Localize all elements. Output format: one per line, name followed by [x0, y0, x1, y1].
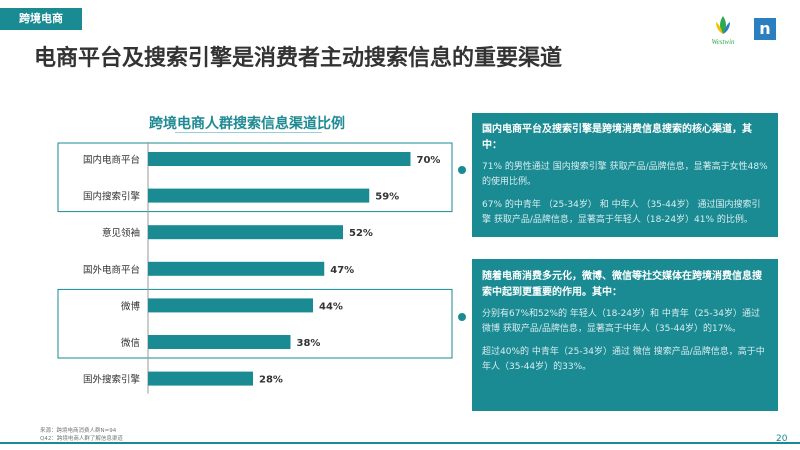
callout-2-paragraph-1: 分别有67%和52%的 年轻人（18-24岁）和 中青年（25-34岁）通过 微… [482, 309, 761, 334]
bar [148, 261, 325, 276]
bar [148, 335, 291, 349]
highlight-group-1 [57, 142, 453, 213]
data-label: 28% [259, 375, 283, 386]
data-label: 59% [375, 192, 399, 203]
callout-box-1: 国内电商平台及搜索引擎是跨境消费信息搜索的核心渠道，其中： 71% 的男性通过 … [472, 113, 778, 237]
category-label: 国内电商平台 [83, 154, 140, 166]
category-label: 国外电商平台 [83, 264, 140, 276]
callout-2-heading: 随着电商消费多元化，微博、微信等社交媒体在跨境消费信息搜索中起到更重要的作用。其… [482, 271, 762, 298]
source-line-2: Q42：跨境电商人群了解信息渠道 [40, 436, 123, 442]
footer-rule [0, 442, 800, 444]
data-label: 47% [330, 265, 354, 276]
category-label: 国内搜索引擎 [83, 191, 141, 203]
callout-1-connector [456, 164, 468, 176]
bar [148, 298, 313, 313]
page-title: 电商平台及搜索引擎是消费者主动搜索信息的重要渠道 [34, 46, 563, 71]
source-note: 来源：跨境电商消费人群N=94 Q42：跨境电商人群了解信息渠道 [40, 427, 123, 443]
callout-2-paragraph-2: 超过40%的 中青年（25-34岁）通过 微信 搜索产品/品牌信息，高于中年人（… [482, 347, 765, 372]
highlight-group-2 [57, 288, 453, 359]
brand-n-logo: n [754, 18, 776, 40]
data-label: 44% [319, 301, 343, 312]
callout-1-paragraph-2: 67% 的中青年 （25-34岁） 和 中年人 （35-44岁） 通过国内搜索引… [482, 200, 761, 225]
chart-title-underline [175, 132, 322, 133]
callout-box-2: 随着电商消费多元化，微博、微信等社交媒体在跨境消费信息搜索中起到更重要的作用。其… [472, 259, 778, 411]
westwin-logo-text: Westwin [711, 38, 735, 46]
bar [148, 152, 411, 166]
category-label: 意见领袖 [102, 227, 140, 239]
bar-chart: 国内电商平台 70% 国内搜索引擎 59% 意见领袖 52% 国外电商平台 47% 微博 44% 微… [57, 142, 453, 394]
data-label: 52% [349, 228, 373, 239]
callout-1-paragraph-1: 71% 的男性通过 国内搜索引擎 获取产品/品牌信息，显著高于女性48%的使用比… [482, 162, 768, 187]
bar [148, 225, 343, 240]
westwin-logo: Westwin [711, 16, 735, 46]
bar [148, 188, 370, 203]
category-label: 微博 [121, 300, 141, 312]
category-label: 国外搜索引擎 [83, 374, 141, 386]
data-label: 70% [417, 155, 441, 166]
category-label: 微信 [121, 337, 140, 349]
section-tag: 跨境电商 [0, 8, 82, 30]
source-line-1: 来源：跨境电商消费人群N=94 [40, 428, 117, 434]
bar [148, 371, 253, 386]
callout-2-connector [456, 311, 468, 323]
data-label: 38% [297, 338, 321, 349]
chart-title: 跨境电商人群搜索信息渠道比例 [149, 116, 345, 132]
page-number: 20 [776, 434, 788, 444]
callout-1-heading: 国内电商平台及搜索引擎是跨境消费信息搜索的核心渠道，其中： [482, 124, 752, 151]
